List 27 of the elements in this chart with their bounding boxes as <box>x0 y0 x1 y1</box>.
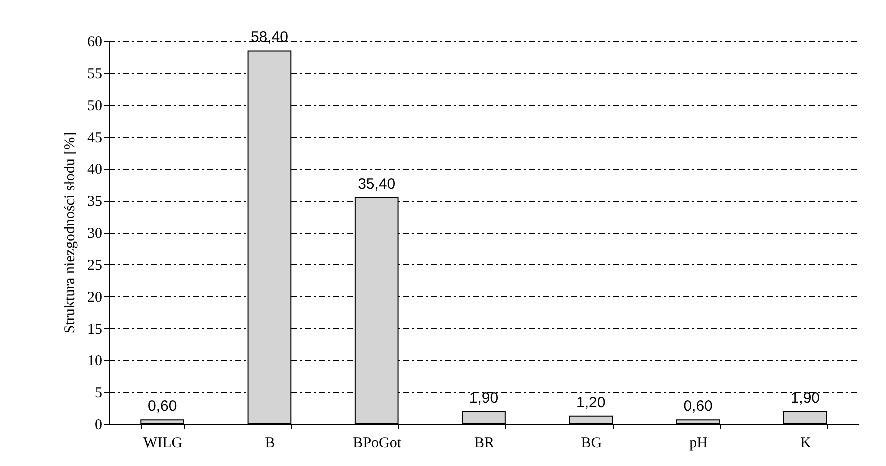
y-tick-label: 50 <box>88 98 102 114</box>
y-tick-label: 20 <box>88 290 102 306</box>
x-tick-label: pH <box>690 436 708 452</box>
x-tick-label: BG <box>581 436 602 452</box>
data-label: 1,90 <box>790 390 820 407</box>
data-label: 0,60 <box>148 398 178 416</box>
data-label: 35,40 <box>358 176 396 194</box>
x-tick-label: B <box>265 436 276 452</box>
x-tick-label: WILG <box>143 436 183 452</box>
data-label: 1,90 <box>469 390 499 407</box>
x-tick-label: BR <box>474 436 495 452</box>
y-tick-label: 5 <box>95 386 102 402</box>
data-label: 0,60 <box>684 398 713 416</box>
y-tick-label: 60 <box>88 34 102 50</box>
x-tick-label: BPoGot <box>353 436 402 452</box>
y-tick-label: 35 <box>88 194 102 210</box>
y-tick-label: 30 <box>88 226 102 242</box>
y-tick-label: 55 <box>88 66 102 82</box>
data-label: 1,20 <box>576 394 606 412</box>
y-tick-label: 25 <box>88 258 102 274</box>
y-tick-label: 0 <box>95 418 102 434</box>
x-tick-label: K <box>800 436 812 452</box>
y-axis-title: Struktura niezgodności słodu [%] <box>62 132 78 334</box>
y-tick-label: 10 <box>88 354 102 370</box>
y-tick-label: 45 <box>88 130 102 146</box>
y-tick-label: 40 <box>88 162 102 178</box>
y-tick-label: 15 <box>88 322 102 338</box>
